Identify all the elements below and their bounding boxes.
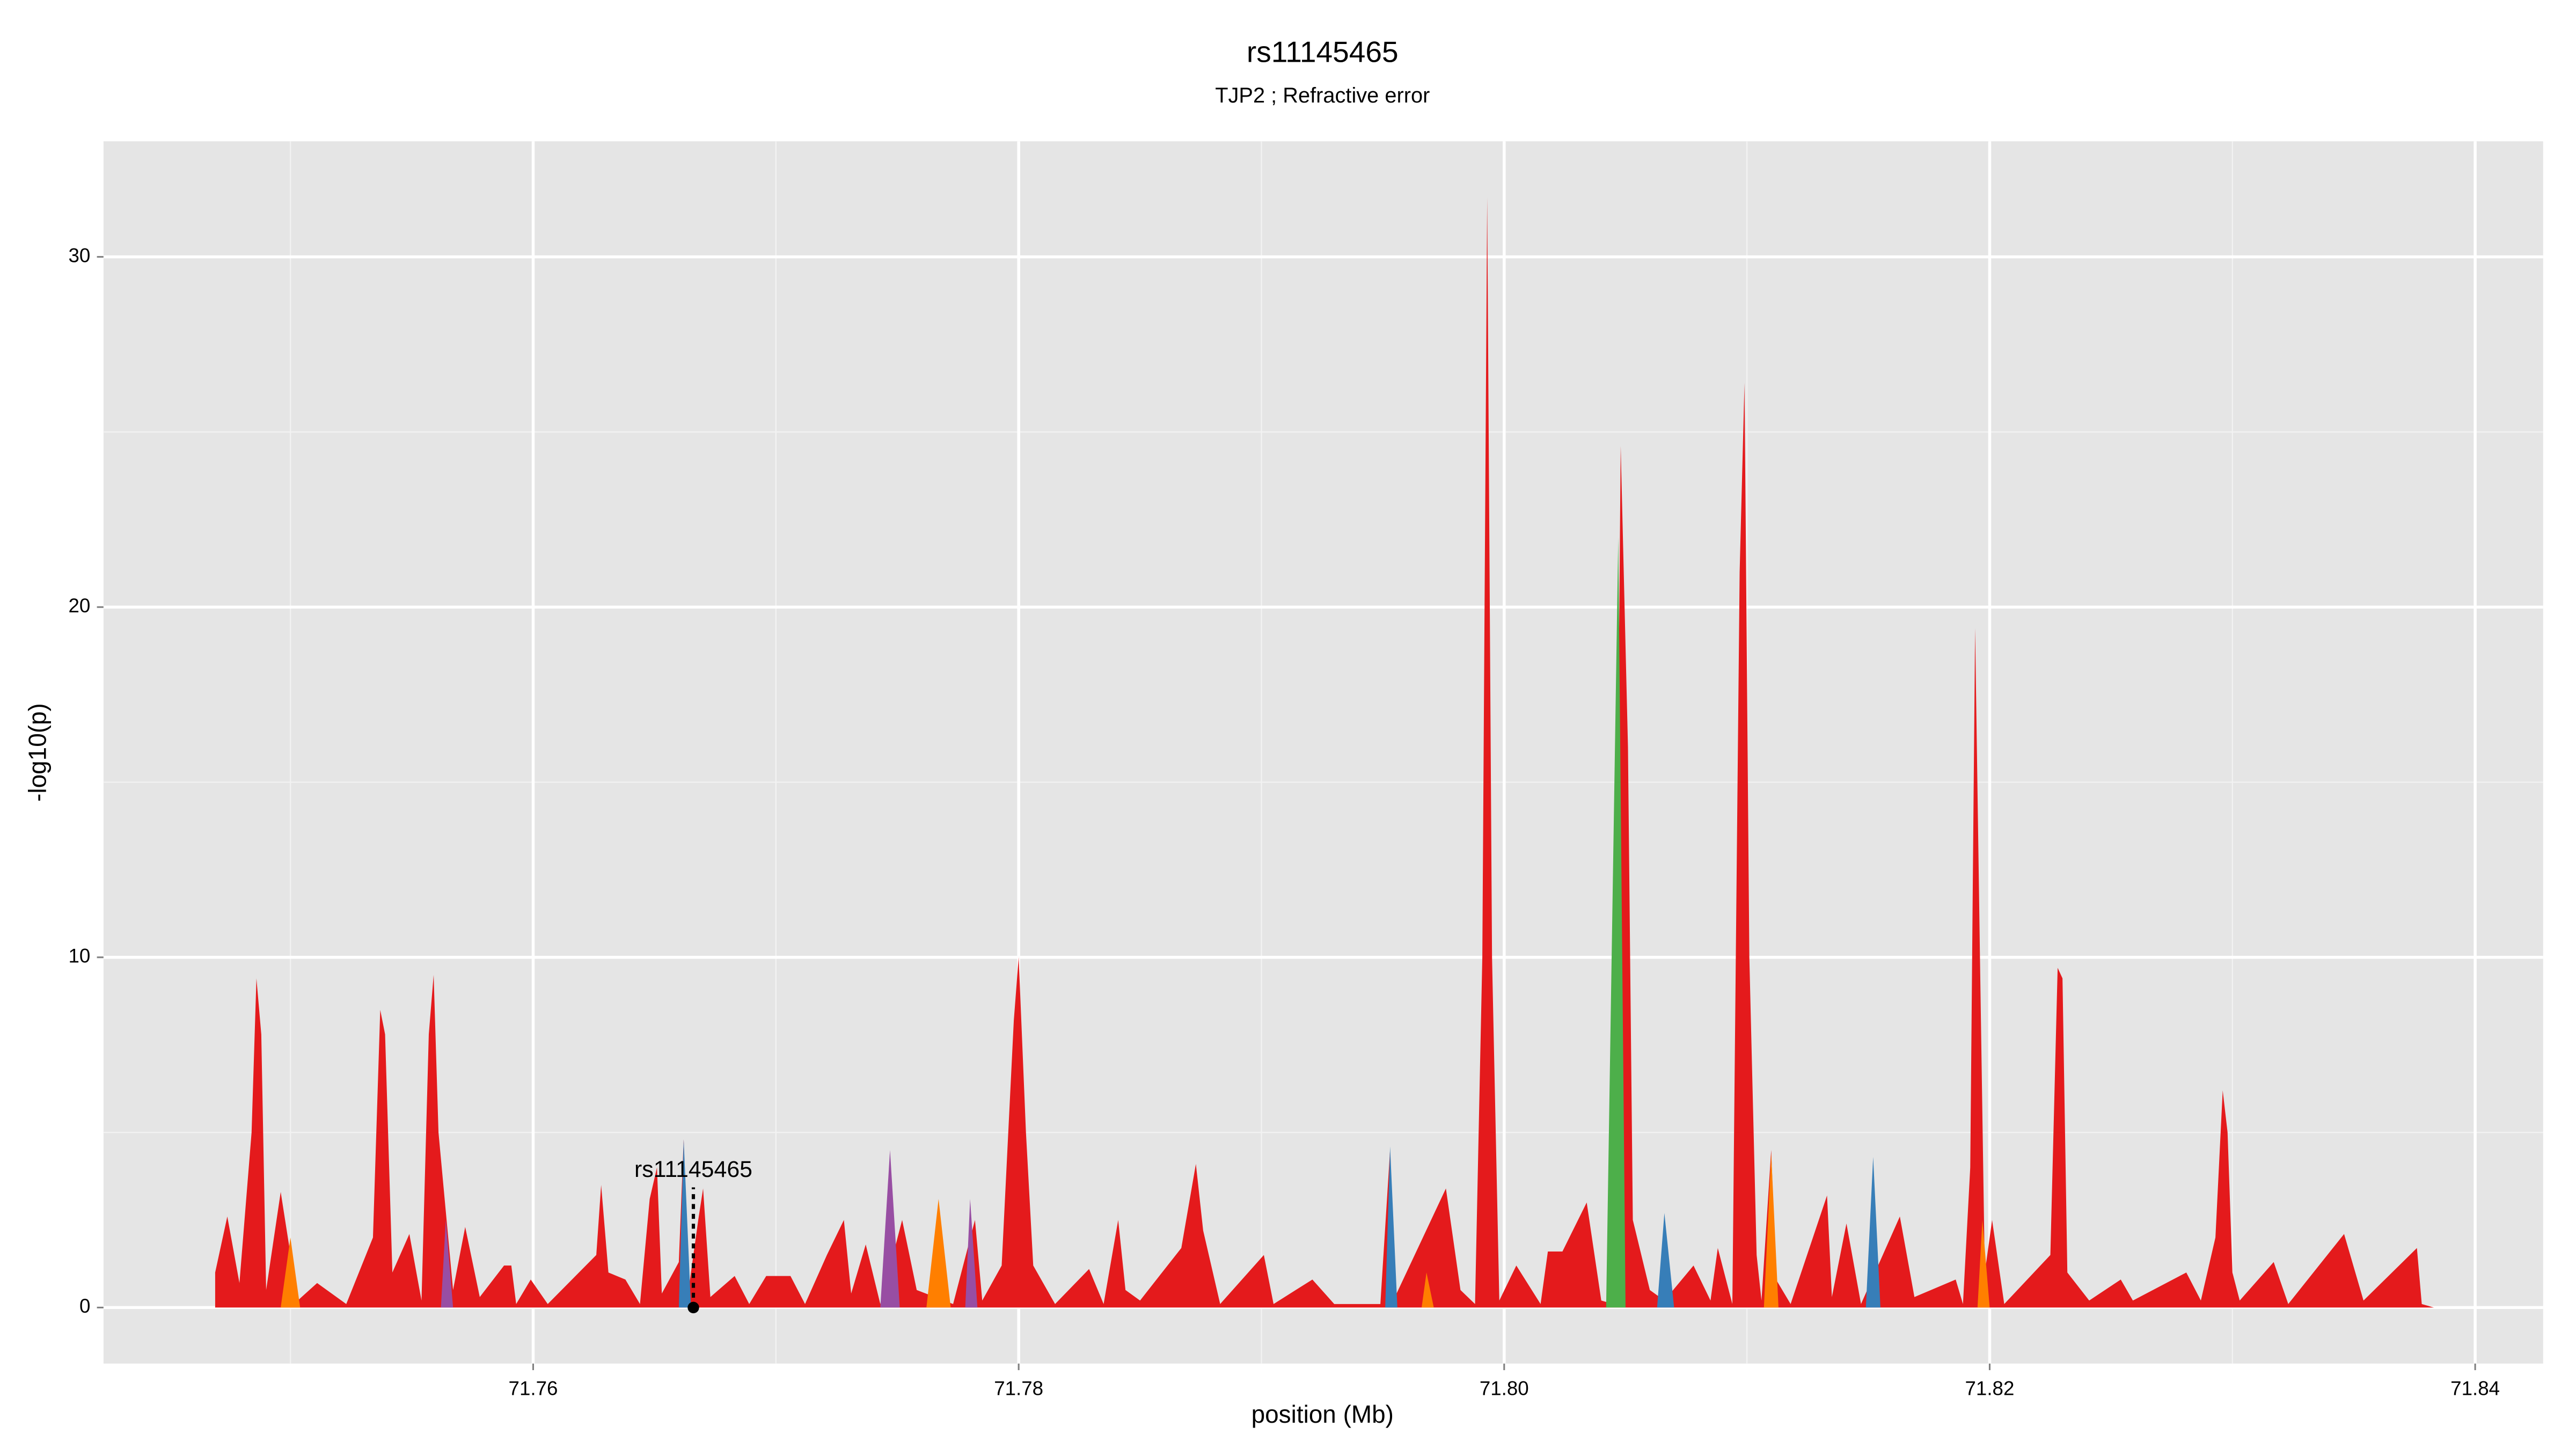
y-tick-label: 30 xyxy=(69,244,91,266)
y-tick-label: 0 xyxy=(79,1295,90,1317)
area xyxy=(1422,1272,1434,1308)
area xyxy=(281,1237,301,1308)
x-tick-label: 71.80 xyxy=(1480,1377,1529,1399)
panel-background xyxy=(103,141,2543,1364)
y-axis-label: -log10(p) xyxy=(24,703,52,802)
x-tick-label: 71.76 xyxy=(509,1377,558,1399)
chart-subtitle: TJP2 ; Refractive error xyxy=(1215,84,1430,107)
x-axis-label: position (Mb) xyxy=(1252,1400,1394,1428)
area xyxy=(678,1139,691,1308)
area xyxy=(965,1199,978,1308)
annotation-label: rs11145465 xyxy=(634,1157,752,1182)
area xyxy=(880,1150,900,1308)
area xyxy=(441,1220,453,1308)
x-tick-label: 71.78 xyxy=(994,1377,1043,1399)
area xyxy=(1977,1220,1990,1308)
x-tick-label: 71.82 xyxy=(1965,1377,2015,1399)
chart-title: rs11145465 xyxy=(1247,35,1399,69)
area xyxy=(1606,537,1626,1308)
area xyxy=(926,1199,951,1308)
y-tick-label: 10 xyxy=(69,945,91,967)
area xyxy=(1865,1157,1880,1308)
area xyxy=(1657,1213,1674,1308)
area xyxy=(215,197,2434,1308)
x-tick-label: 71.84 xyxy=(2450,1377,2500,1399)
y-tick-label: 20 xyxy=(69,595,91,617)
annotation-point xyxy=(687,1301,699,1314)
area xyxy=(1385,1146,1397,1308)
area xyxy=(1763,1153,1779,1308)
